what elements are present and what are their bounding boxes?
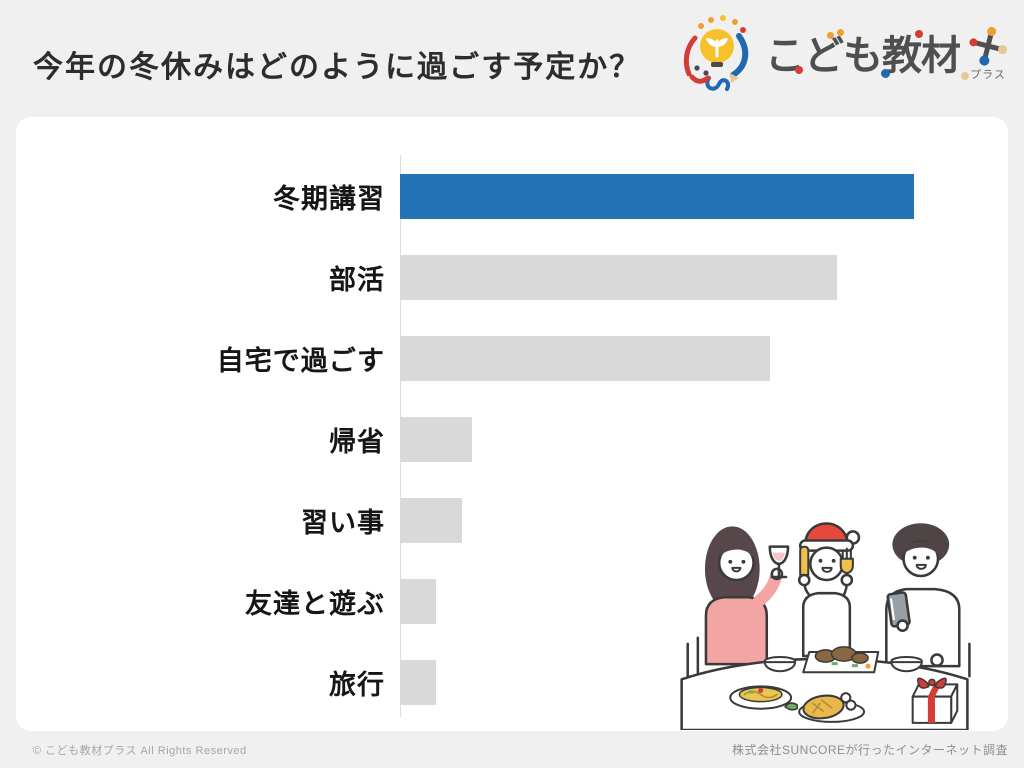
category-label: 習い事 [301, 508, 385, 538]
page-header: 今年の冬休みはどのように過ごす予定か？ こども教材 [0, 0, 1024, 117]
bar [400, 579, 436, 624]
bar-row: 部活 [16, 255, 1008, 300]
category-label: 自宅で過ごす [216, 346, 385, 376]
logo-lightbulb-pencil-icon [683, 15, 749, 91]
bar-track [400, 255, 1008, 300]
bar [400, 417, 472, 462]
copyright-text: © こども教材プラス All Rights Reserved [33, 744, 247, 757]
bar-row: 自宅で過ごす [16, 336, 1008, 381]
page-title: 今年の冬休みはどのように過ごす予定か？ [33, 51, 642, 84]
logo-accent-dot [837, 29, 844, 36]
bar-chart: 冬期講習部活自宅で過ごす帰省習い事友達と遊ぶ旅行 [16, 174, 1008, 741]
bar-track [400, 579, 1008, 624]
bar-track [400, 336, 1008, 381]
logo-plus-label: プラス [970, 69, 1006, 81]
bar-row: 帰省 [16, 417, 1008, 462]
bar-row: 習い事 [16, 498, 1008, 543]
family-dinner-illustration [680, 522, 971, 730]
bar [400, 336, 771, 381]
bar-row: 冬期講習 [16, 174, 1008, 219]
page-footer: © こども教材プラス All Rights Reserved 株式会社SUNCO… [0, 731, 1024, 768]
bar-track [400, 417, 1008, 462]
logo-plus-mark: プラス [966, 24, 1010, 82]
category-label: 旅行 [329, 670, 385, 700]
category-label: 帰省 [329, 427, 385, 457]
bar-row: 旅行 [16, 660, 1008, 705]
bar [400, 255, 837, 300]
logo-text-wrap: こども教材 [765, 29, 969, 80]
logo-accent-dot [827, 32, 834, 39]
bar [400, 174, 914, 219]
plus-icon [969, 26, 1008, 66]
bar-track [400, 660, 1008, 705]
kodomo-kyozai-plus-logo: こども教材 プラス [673, 12, 1010, 100]
bar-track [400, 174, 1008, 219]
logo-accent-dot [915, 30, 923, 38]
category-label: 冬期講習 [273, 184, 385, 214]
bar [400, 498, 462, 543]
bar-row: 友達と遊ぶ [16, 579, 1008, 624]
chart-card: 冬期講習部活自宅で過ごす帰省習い事友達と遊ぶ旅行 [16, 117, 1008, 731]
category-label: 部活 [329, 265, 385, 295]
survey-source-text: 株式会社SUNCOREが行ったインターネット調査 [731, 743, 1008, 757]
bar-track [400, 498, 1008, 543]
logo-accent-dot [961, 72, 969, 80]
logo-accent-dot [881, 69, 890, 78]
category-label: 友達と遊ぶ [245, 589, 385, 619]
logo-accent-dot [795, 66, 803, 74]
bar [400, 660, 436, 705]
